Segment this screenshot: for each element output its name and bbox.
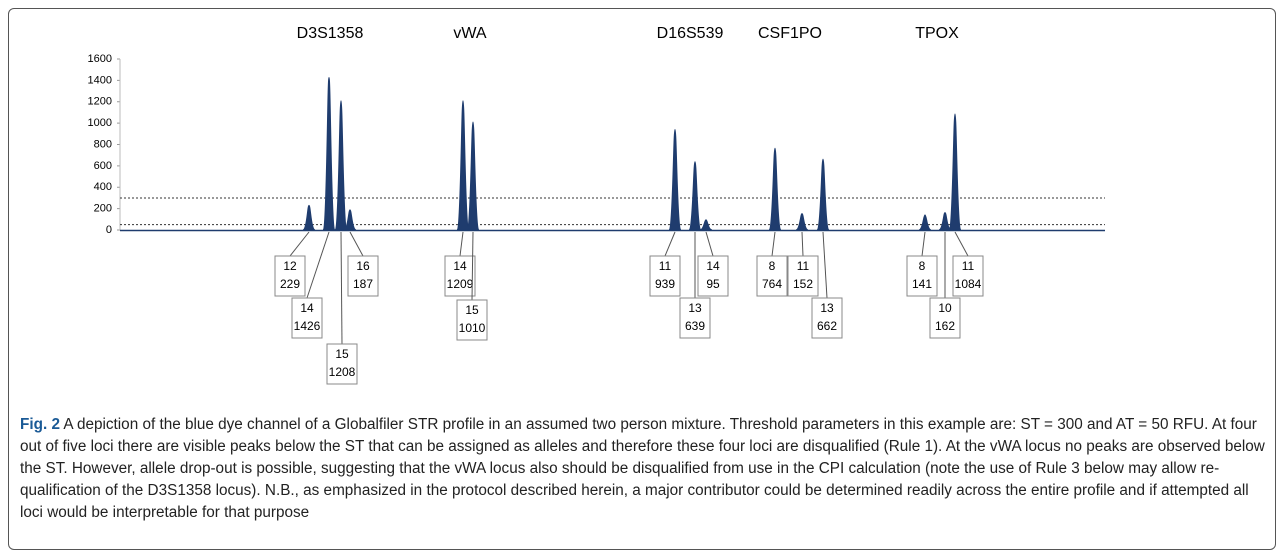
leader-line: [471, 231, 474, 301]
leader-line: [306, 231, 330, 299]
y-tick-label: 200: [94, 203, 112, 215]
peak: [688, 161, 702, 231]
height-label: 152: [793, 277, 813, 291]
height-label: 229: [280, 277, 300, 291]
allele-box: [756, 255, 788, 297]
allele-box: [811, 297, 843, 339]
peak: [456, 100, 470, 231]
allele-label: 11: [659, 259, 672, 273]
leader-line: [705, 231, 714, 257]
height-label: 1084: [955, 277, 982, 291]
allele-box: [697, 255, 729, 297]
locus-label: D3S1358: [297, 25, 364, 42]
allele-label: 15: [465, 303, 479, 317]
allele-label: 11: [962, 259, 975, 273]
y-tick-label: 0: [106, 224, 112, 236]
peak: [768, 147, 782, 231]
allele-label: 8: [919, 259, 926, 273]
allele-box: [952, 255, 984, 297]
allele-label: 14: [300, 301, 314, 315]
allele-box: [274, 255, 306, 297]
height-label: 1209: [447, 277, 474, 291]
allele-label: 8: [769, 259, 776, 273]
allele-label: 13: [820, 301, 834, 315]
allele-label: 12: [283, 259, 297, 273]
peak: [668, 129, 682, 231]
y-tick-label: 1200: [88, 96, 112, 108]
chart: 0 200 400 600 800 1000 1200 1400 1600 D3S1358 12 22…: [88, 25, 1105, 385]
allele-label: 14: [453, 259, 467, 273]
caption-text: A depiction of the blue dye channel of a…: [20, 416, 1265, 521]
leader-line: [289, 231, 310, 257]
locus-label: D16S539: [657, 25, 724, 42]
height-label: 95: [706, 277, 720, 291]
allele-label: 10: [938, 301, 952, 315]
leader-line: [771, 231, 776, 257]
allele-label: 16: [356, 259, 370, 273]
allele-box: [326, 343, 358, 385]
leader-line: [822, 231, 828, 299]
allele-box: [906, 255, 938, 297]
peak: [795, 213, 809, 231]
allele-box: [456, 299, 488, 341]
height-label: 187: [353, 277, 373, 291]
peak: [816, 158, 830, 231]
figure-frame: [8, 8, 1276, 550]
height-label: 662: [817, 319, 837, 333]
peak: [302, 204, 316, 231]
allele-label: 15: [335, 347, 349, 361]
locus-label: vWA: [453, 25, 487, 42]
height-label: 639: [685, 319, 705, 333]
caption: Fig. 2 A depiction of the blue dye chann…: [20, 414, 1270, 524]
y-tick-label: 1600: [88, 53, 112, 65]
y-tick-label: 1000: [88, 117, 112, 129]
y-tick-label: 600: [94, 160, 112, 172]
allele-box: [929, 297, 961, 339]
leader-line: [349, 231, 364, 257]
leader-line: [340, 231, 343, 345]
peak: [918, 214, 932, 231]
allele-box: [679, 297, 711, 339]
peak: [334, 100, 348, 231]
peak: [322, 76, 336, 231]
height-label: 1208: [329, 365, 356, 379]
allele-box: [291, 297, 323, 339]
allele-box: [649, 255, 681, 297]
peak: [938, 212, 952, 231]
height-label: 141: [912, 277, 932, 291]
leader-line: [459, 231, 464, 257]
allele-label: 14: [706, 259, 720, 273]
y-tick-label: 1400: [88, 74, 112, 86]
leader-line: [921, 231, 926, 257]
figure-label: Fig. 2: [20, 416, 60, 433]
allele-label: 13: [688, 301, 702, 315]
allele-label: 11: [797, 259, 810, 273]
height-label: 1010: [459, 321, 486, 335]
allele-box: [347, 255, 379, 297]
height-label: 162: [935, 319, 955, 333]
allele-box: [787, 255, 819, 297]
y-tick-label: 400: [94, 181, 112, 193]
peak: [948, 113, 962, 231]
peak: [699, 219, 713, 231]
peak: [466, 121, 480, 231]
locus-label: TPOX: [915, 25, 959, 42]
leader-line: [801, 231, 804, 257]
height-label: 939: [655, 277, 675, 291]
leader-line: [664, 231, 676, 257]
leader-line: [954, 231, 969, 257]
y-tick-label: 800: [94, 138, 112, 150]
height-label: 1426: [294, 319, 321, 333]
locus-label: CSF1PO: [758, 25, 822, 42]
peak: [343, 209, 357, 231]
allele-box: [444, 255, 476, 297]
height-label: 764: [762, 277, 782, 291]
